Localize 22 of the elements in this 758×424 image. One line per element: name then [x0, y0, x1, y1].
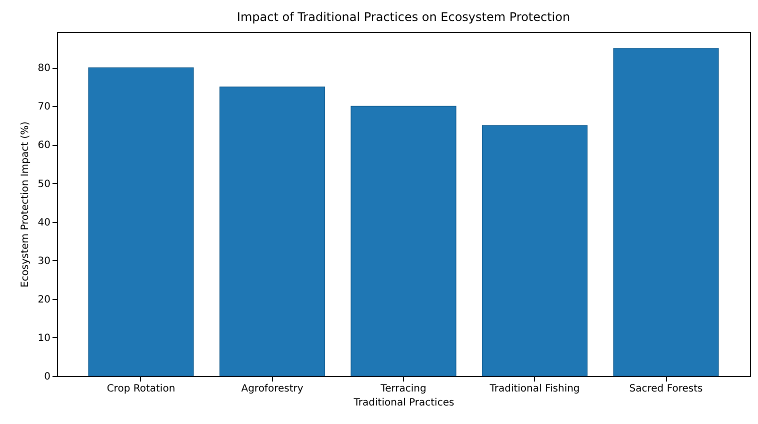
y-tick-label: 80	[38, 63, 50, 74]
y-tick-label: 30	[38, 256, 50, 267]
y-tick-label: 20	[38, 294, 50, 306]
y-tick-label: 60	[38, 140, 50, 152]
y-tick-label: 40	[38, 217, 50, 228]
x-tick-label: Crop Rotation	[106, 384, 176, 394]
bar	[219, 86, 326, 376]
x-tick-label: Traditional Fishing	[488, 384, 580, 394]
bar	[482, 125, 588, 376]
y-axis-title: Ecosystem Protection Impact (%)	[20, 121, 31, 288]
bar	[88, 67, 194, 376]
x-axis-title: Traditional Practices	[352, 398, 454, 408]
y-tick-label: 70	[38, 102, 50, 113]
chart-title: Impact of Traditional Practices on Ecosystem Protection	[236, 10, 570, 24]
y-tick-label: 50	[38, 178, 50, 190]
bar	[613, 48, 719, 376]
y-tick-label: 0	[44, 372, 50, 382]
bar	[350, 106, 456, 376]
y-tick-label: 10	[38, 332, 50, 344]
x-tick-label: Agroforestry	[241, 384, 304, 394]
x-tick-label: Sacred Forests	[629, 384, 703, 394]
x-tick-label: Terracing	[380, 384, 426, 394]
